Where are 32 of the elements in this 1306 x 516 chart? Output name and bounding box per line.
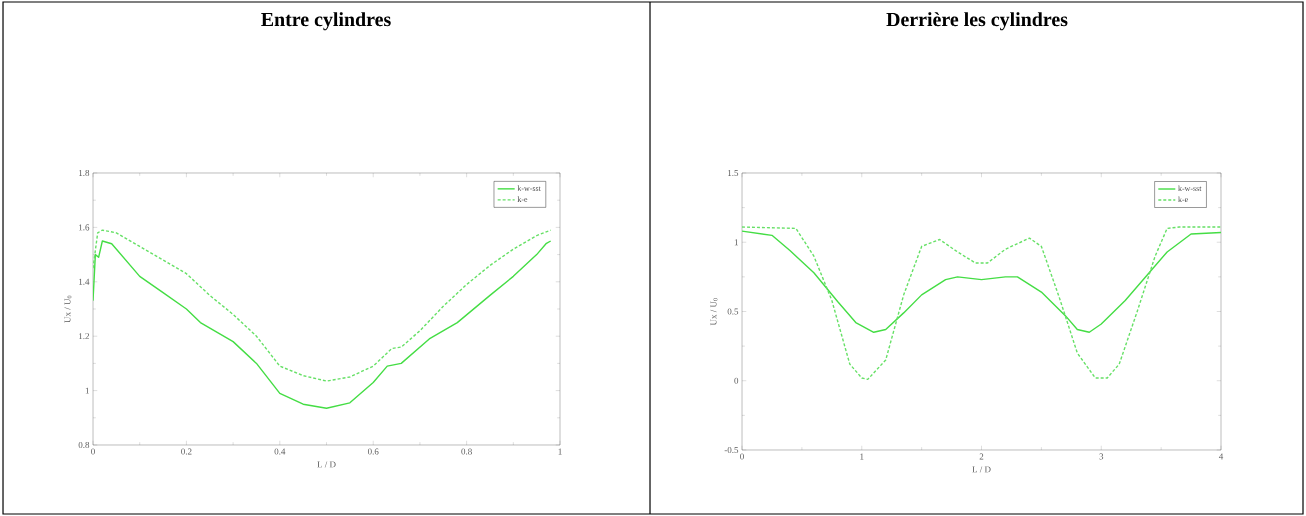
line-series: [93, 240, 552, 409]
chart-title: Entre cylindres: [261, 12, 391, 31]
x-tick-label: 0.2: [181, 448, 192, 455]
x-tick-label: 0.8: [461, 448, 472, 455]
y-tick-label: 1: [85, 387, 89, 394]
x-tick-label: 3: [1099, 453, 1104, 460]
x-tick-label: 0.4: [274, 448, 286, 455]
x-axis-title: L / D: [317, 461, 336, 468]
line-series: [93, 229, 552, 382]
x-tick-label: 0: [740, 453, 744, 460]
y-tick-label: 0.5: [727, 308, 739, 315]
line-series: [742, 230, 1222, 333]
chart-title: Derrière les cylindres: [886, 12, 1068, 31]
y-axis-title: Ux / U$_{0}$: [64, 295, 72, 323]
x-tick-label: 1: [860, 453, 864, 460]
x-tick-label: 0: [91, 448, 95, 455]
x-tick-label: 0.6: [367, 448, 379, 455]
x-tick-label: 1: [558, 448, 562, 455]
y-tick-label: 0.8: [78, 441, 90, 449]
line-series: [742, 226, 1222, 381]
y-tick-label: 1.8: [79, 169, 90, 177]
y-tick-label: 1.2: [79, 333, 89, 340]
y-tick-label: -0.5: [724, 446, 739, 454]
y-tick-label: 1.5: [728, 169, 739, 177]
y-axis-title: Ux / U$_{0}$: [710, 298, 718, 326]
x-tick-label: 4: [1218, 453, 1224, 460]
x-axis-title: L / D: [972, 466, 991, 473]
y-tick-label: 1.4: [79, 278, 90, 285]
y-tick-label: 0: [734, 377, 739, 384]
x-tick-label: 2: [979, 453, 984, 460]
y-tick-label: 1.6: [79, 224, 90, 231]
y-tick-label: 1: [734, 239, 738, 246]
